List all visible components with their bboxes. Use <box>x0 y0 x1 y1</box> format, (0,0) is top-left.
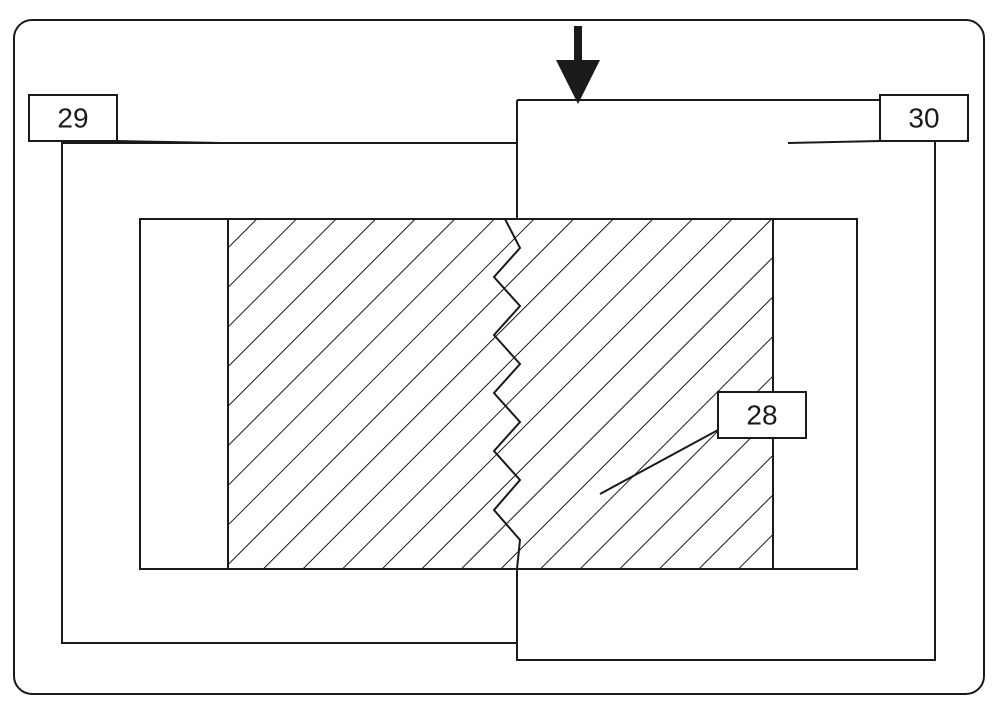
label-text-l30: 30 <box>908 103 939 134</box>
label-text-l29: 29 <box>57 103 88 134</box>
label-text-l28: 28 <box>746 400 777 431</box>
load-arrow-head <box>556 60 600 104</box>
